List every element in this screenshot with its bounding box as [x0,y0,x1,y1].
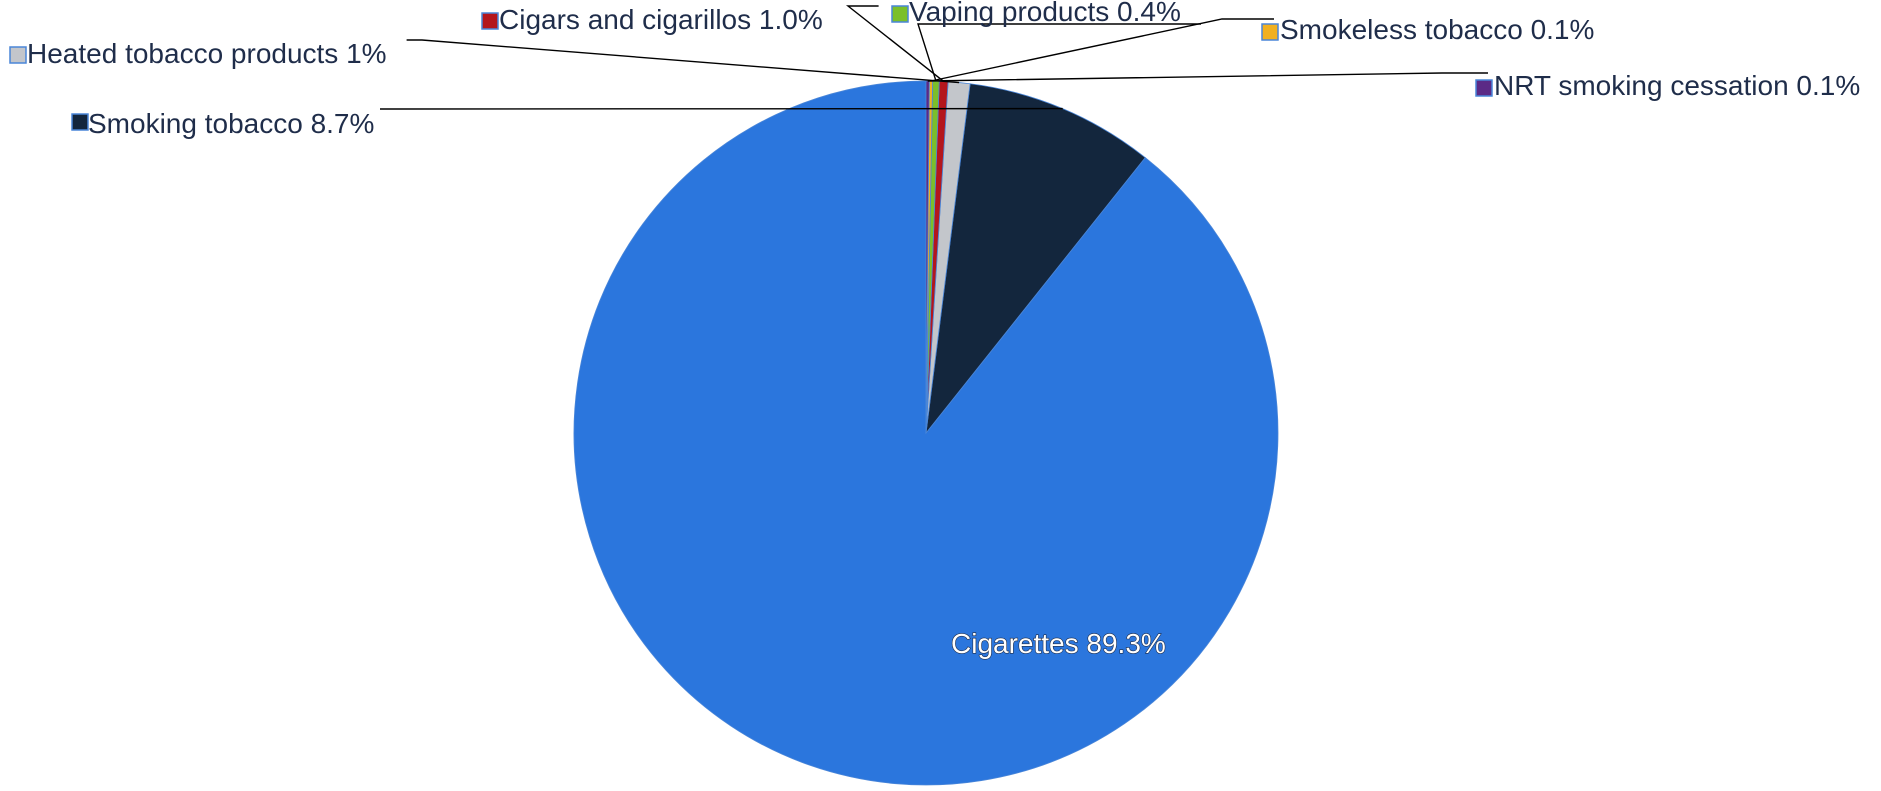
legend-marker-smokeless-tobacco [1261,23,1279,41]
leader-line-heated-tobacco-products [406,39,960,84]
leader-line-nrt-smoking-cessation [927,72,1488,82]
pie-slices [573,80,1279,786]
slice-label-nrt-smoking-cessation: NRT smoking cessation 0.1% [1494,70,1860,101]
legend-marker-smoking-tobacco [71,113,89,131]
legend-marker-vaping-products [891,5,909,23]
leader-lines [380,5,1488,110]
pie-slice-smoking-tobacco [925,83,1146,435]
slice-label-smoking-tobacco: Smoking tobacco 8.7% [88,108,374,139]
slice-label-cigarettes: Cigarettes 89.3% [951,628,1166,659]
slice-labels: Cigarettes 89.3% Smoking tobacco 8.7% Heat… [9,0,1860,660]
slice-label-smokeless-tobacco: Smokeless tobacco 0.1% [1280,14,1594,45]
leader-line-vaping-products [917,23,1201,82]
slice-label-heated-tobacco-products: Heated tobacco products 1% [27,38,387,69]
legend-marker-cigars-and-cigarillos [481,12,499,30]
leader-line-cigars-and-cigarillos [845,5,945,82]
leader-line-smokeless-tobacco [930,18,1274,82]
slice-label-vaping-products: Vaping products 0.4% [909,0,1181,27]
legend-marker-nrt-smoking-cessation [1475,79,1493,97]
legend-marker-heated-tobacco-products [9,46,27,64]
slice-label-cigars-and-cigarillos: Cigars and cigarillos 1.0% [499,4,823,35]
